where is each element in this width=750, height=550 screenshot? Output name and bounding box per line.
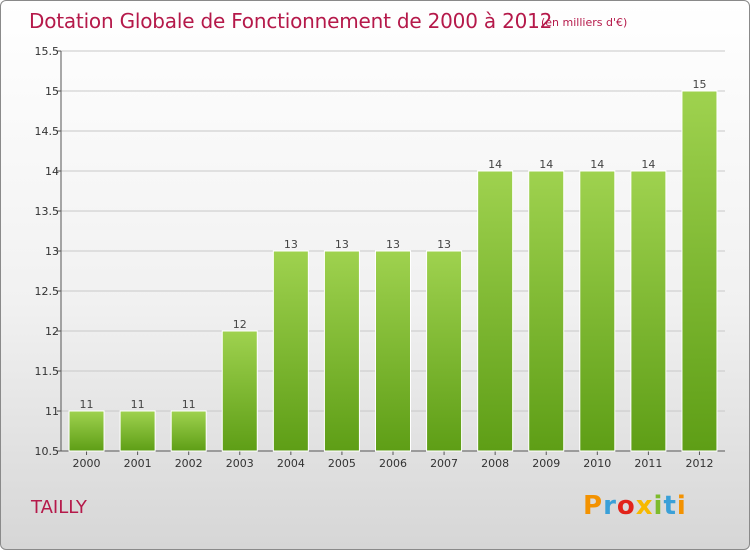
y-tick-label: 11.5 <box>35 365 60 378</box>
bar-value-label: 11 <box>80 398 94 411</box>
bar-value-label: 11 <box>182 398 196 411</box>
bar <box>272 250 309 452</box>
bar <box>579 170 616 452</box>
x-tick-label: 2010 <box>583 457 611 470</box>
bar-value-label: 15 <box>692 78 706 91</box>
x-tick-label: 2009 <box>532 457 560 470</box>
x-tick-label: 2004 <box>277 457 305 470</box>
bar-value-label: 14 <box>488 158 502 171</box>
bar <box>119 410 156 452</box>
y-tick-label: 14 <box>45 165 59 178</box>
x-tick-label: 2012 <box>685 457 713 470</box>
bar <box>323 250 360 452</box>
x-tick-label: 2002 <box>175 457 203 470</box>
bar-value-label: 13 <box>284 238 298 251</box>
bar-value-label: 13 <box>386 238 400 251</box>
bar <box>528 170 565 452</box>
x-tick-label: 2000 <box>73 457 101 470</box>
bar <box>630 170 667 452</box>
y-tick-label: 12 <box>45 325 59 338</box>
bar-value-label: 14 <box>539 158 553 171</box>
y-tick-label: 11 <box>45 405 59 418</box>
y-tick-label: 13 <box>45 245 59 258</box>
bar-value-label: 14 <box>590 158 604 171</box>
bar <box>170 410 207 452</box>
bar <box>477 170 514 452</box>
bar-value-label: 11 <box>131 398 145 411</box>
x-tick-label: 2001 <box>124 457 152 470</box>
bar-value-label: 12 <box>233 318 247 331</box>
y-tick-label: 12.5 <box>35 285 60 298</box>
bar <box>68 410 105 452</box>
bar-value-label: 13 <box>437 238 451 251</box>
y-tick-label: 15 <box>45 85 59 98</box>
x-tick-label: 2005 <box>328 457 356 470</box>
x-tick-label: 2008 <box>481 457 509 470</box>
proxiti-logo: Proxiti <box>583 491 687 521</box>
y-tick-label: 13.5 <box>35 205 60 218</box>
bar <box>426 250 463 452</box>
page-title: Dotation Globale de Fonctionnement de 20… <box>29 9 553 33</box>
bar <box>375 250 411 452</box>
x-tick-label: 2007 <box>430 457 458 470</box>
bar-value-label: 14 <box>641 158 655 171</box>
commune-name: TAILLY <box>31 497 87 518</box>
bar <box>221 330 258 452</box>
bar-value-label: 13 <box>335 238 349 251</box>
unit-note: (en milliers d'€) <box>541 16 628 29</box>
x-tick-label: 2006 <box>379 457 407 470</box>
x-tick-label: 2003 <box>226 457 254 470</box>
bar <box>681 90 718 452</box>
y-tick-label: 14.5 <box>35 125 60 138</box>
y-tick-label: 15.5 <box>35 45 60 58</box>
x-tick-label: 2011 <box>634 457 662 470</box>
y-tick-label: 10.5 <box>35 445 60 458</box>
